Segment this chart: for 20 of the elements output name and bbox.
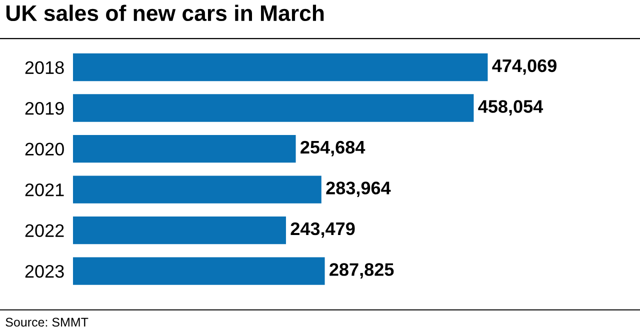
y-tick-label: 2020	[25, 142, 64, 156]
y-tick-label: 2019	[25, 102, 64, 115]
source-note: Source: SMMT	[6, 318, 88, 327]
data-label: 254,684	[300, 140, 366, 156]
data-label: 474,069	[492, 59, 556, 75]
data-label: 243,479	[290, 222, 355, 238]
data-label: 458,054	[478, 100, 544, 116]
data-label: 287,825	[330, 263, 394, 279]
bar	[72, 53, 488, 82]
data-label: 283,964	[326, 182, 391, 198]
y-tick-label: 2021	[25, 183, 64, 196]
bar	[72, 176, 322, 204]
chart-title: UK sales of new cars in March	[6, 4, 324, 22]
bar	[72, 216, 286, 244]
bar	[72, 134, 296, 163]
y-tick-label: 2022	[25, 224, 64, 238]
bar	[72, 94, 474, 122]
y-tick-label: 2023	[25, 265, 64, 278]
bar	[72, 257, 325, 285]
y-tick-label: 2018	[25, 61, 64, 74]
